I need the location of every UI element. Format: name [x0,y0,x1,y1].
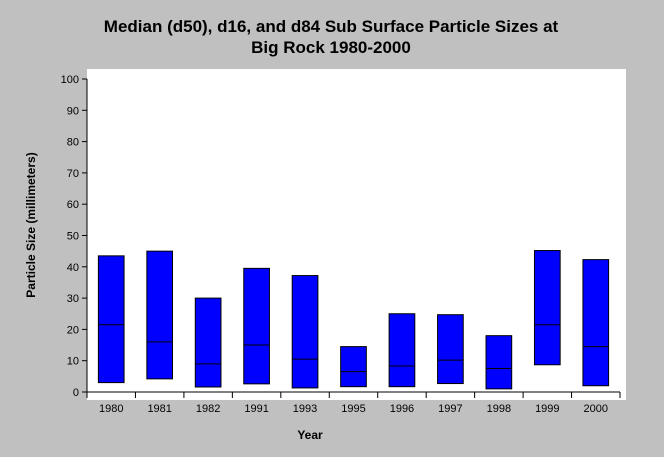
y-tick-label: 30 [67,293,79,305]
y-tick-label: 50 [67,231,79,243]
x-tick-label: 1982 [196,403,220,415]
range-bar [97,255,125,384]
y-tick-label: 0 [73,387,79,399]
x-tick-label: 1997 [438,403,462,415]
range-bar [243,267,270,385]
bars-group [97,250,610,390]
x-tick-label: 1996 [390,403,414,415]
range-bar [291,275,319,389]
range-bar [437,314,464,385]
range-bar [582,259,610,387]
range-bar [388,313,416,388]
y-axis: 0 10 20 30 40 50 60 70 80 90 100 [61,74,88,399]
x-tick-label: 1993 [293,403,317,415]
range-bar [146,250,174,380]
y-tick-label: 100 [61,74,79,86]
x-axis-title: Year [297,428,323,442]
y-tick-label: 20 [67,324,79,336]
y-tick-label: 60 [67,199,79,211]
x-tick-label: 1999 [535,403,559,415]
chart-title-line-2: Big Rock 1980-2000 [251,38,411,57]
range-bar [533,250,561,366]
x-tick-label: 1981 [147,403,171,415]
x-axis: 1980 1981 1982 1991 1993 1995 1996 1997 1998 1999… [86,391,621,415]
range-bar [194,297,222,388]
x-tick-label: 1998 [487,403,511,415]
y-tick-label: 40 [67,262,79,274]
x-tick-label: 1995 [341,403,365,415]
y-tick-label: 10 [67,356,79,368]
range-bar [340,346,367,388]
y-axis-title: Particle Size (millimeters) [24,152,38,297]
x-tick-label: 2000 [584,403,608,415]
x-tick-label: 1991 [244,403,268,415]
y-tick-label: 90 [67,105,79,117]
x-tick-label: 1980 [99,403,123,415]
chart-title-line-1: Median (d50), d16, and d84 Sub Surface P… [104,17,559,36]
y-tick-label: 80 [67,137,79,149]
y-tick-label: 70 [67,168,79,180]
range-bar [485,335,513,390]
